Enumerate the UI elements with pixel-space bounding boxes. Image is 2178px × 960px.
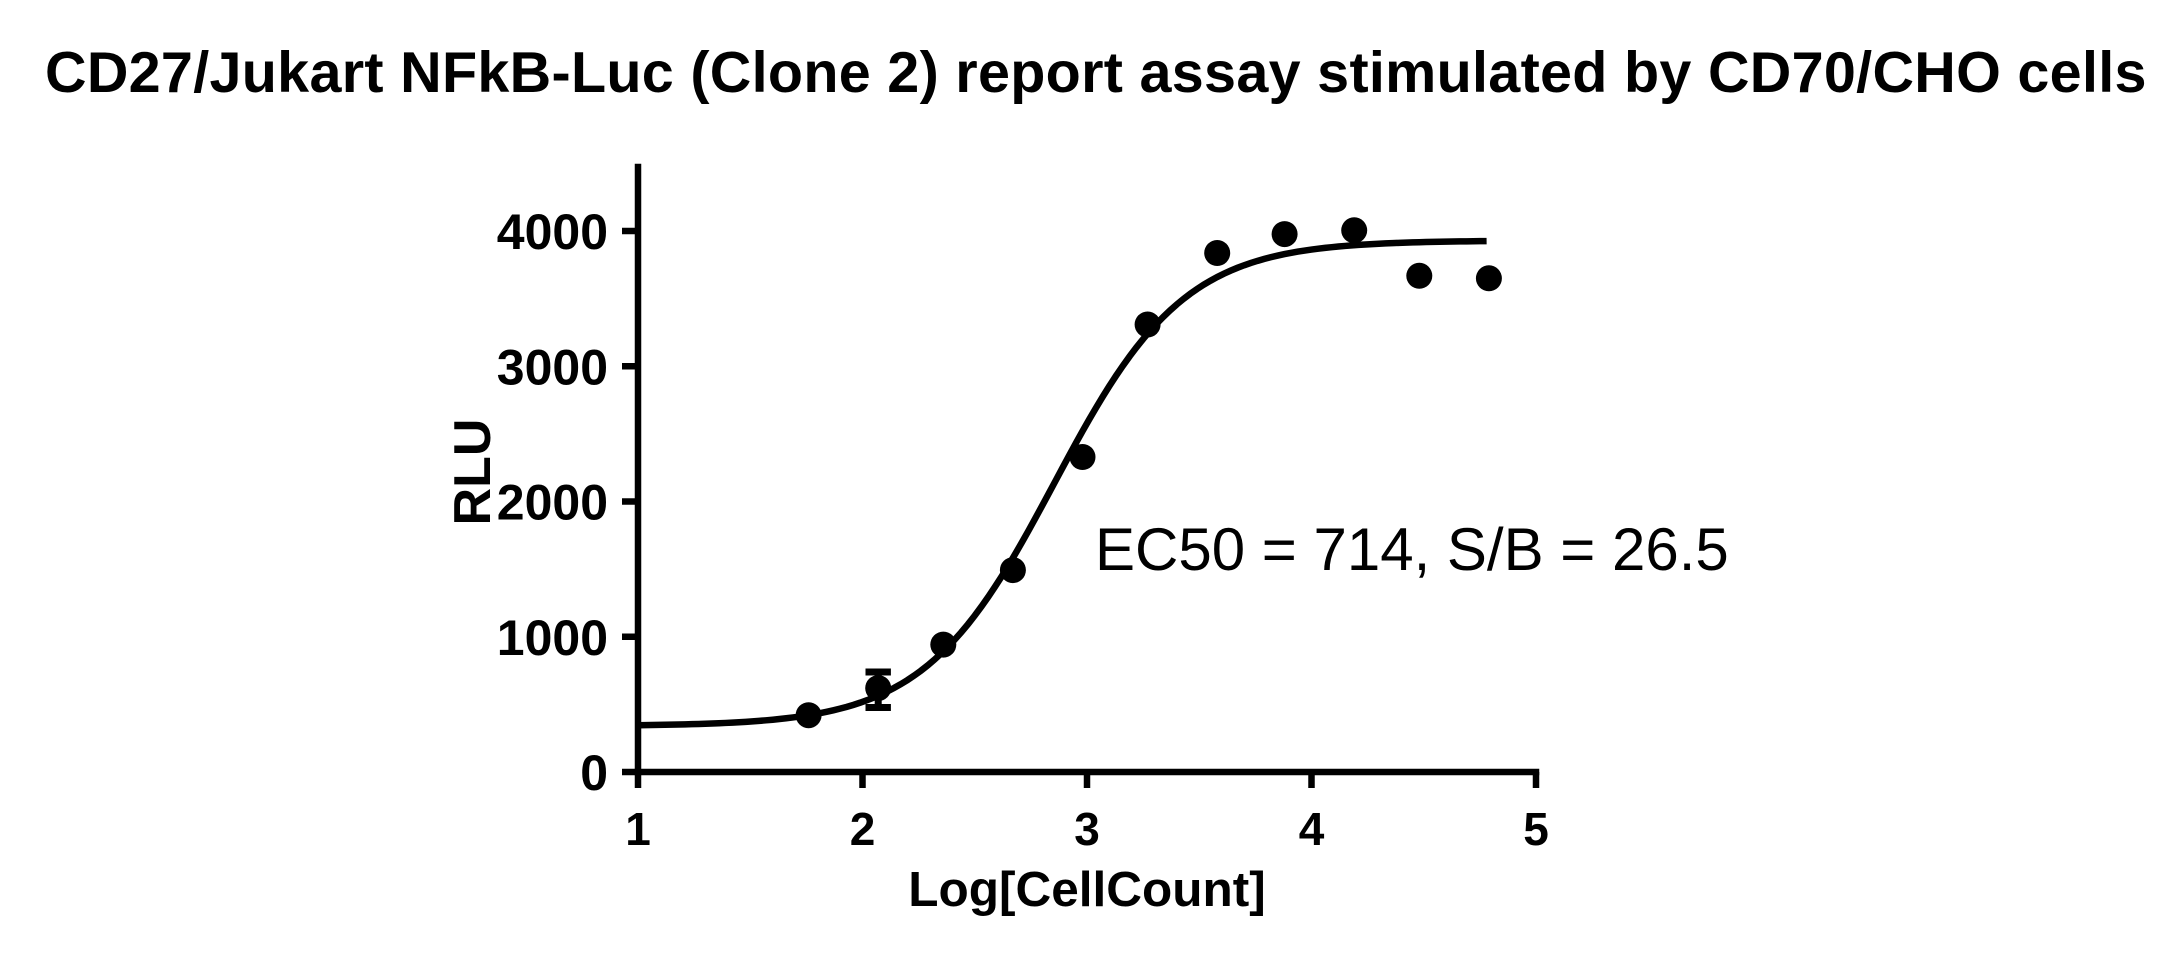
svg-text:1: 1 bbox=[625, 803, 651, 855]
svg-text:0: 0 bbox=[580, 745, 608, 801]
svg-text:3: 3 bbox=[1074, 803, 1100, 855]
svg-text:RLU: RLU bbox=[444, 419, 502, 526]
svg-text:5: 5 bbox=[1523, 803, 1549, 855]
svg-text:Log[CellCount]: Log[CellCount] bbox=[908, 862, 1265, 917]
svg-text:2: 2 bbox=[850, 803, 876, 855]
svg-text:4000: 4000 bbox=[497, 204, 608, 260]
svg-text:EC50 = 714, S/B = 26.5: EC50 = 714, S/B = 26.5 bbox=[1095, 516, 1729, 583]
svg-text:2000: 2000 bbox=[497, 475, 608, 531]
svg-text:3000: 3000 bbox=[497, 339, 608, 395]
svg-text:1000: 1000 bbox=[497, 610, 608, 666]
svg-text:4: 4 bbox=[1299, 803, 1325, 855]
